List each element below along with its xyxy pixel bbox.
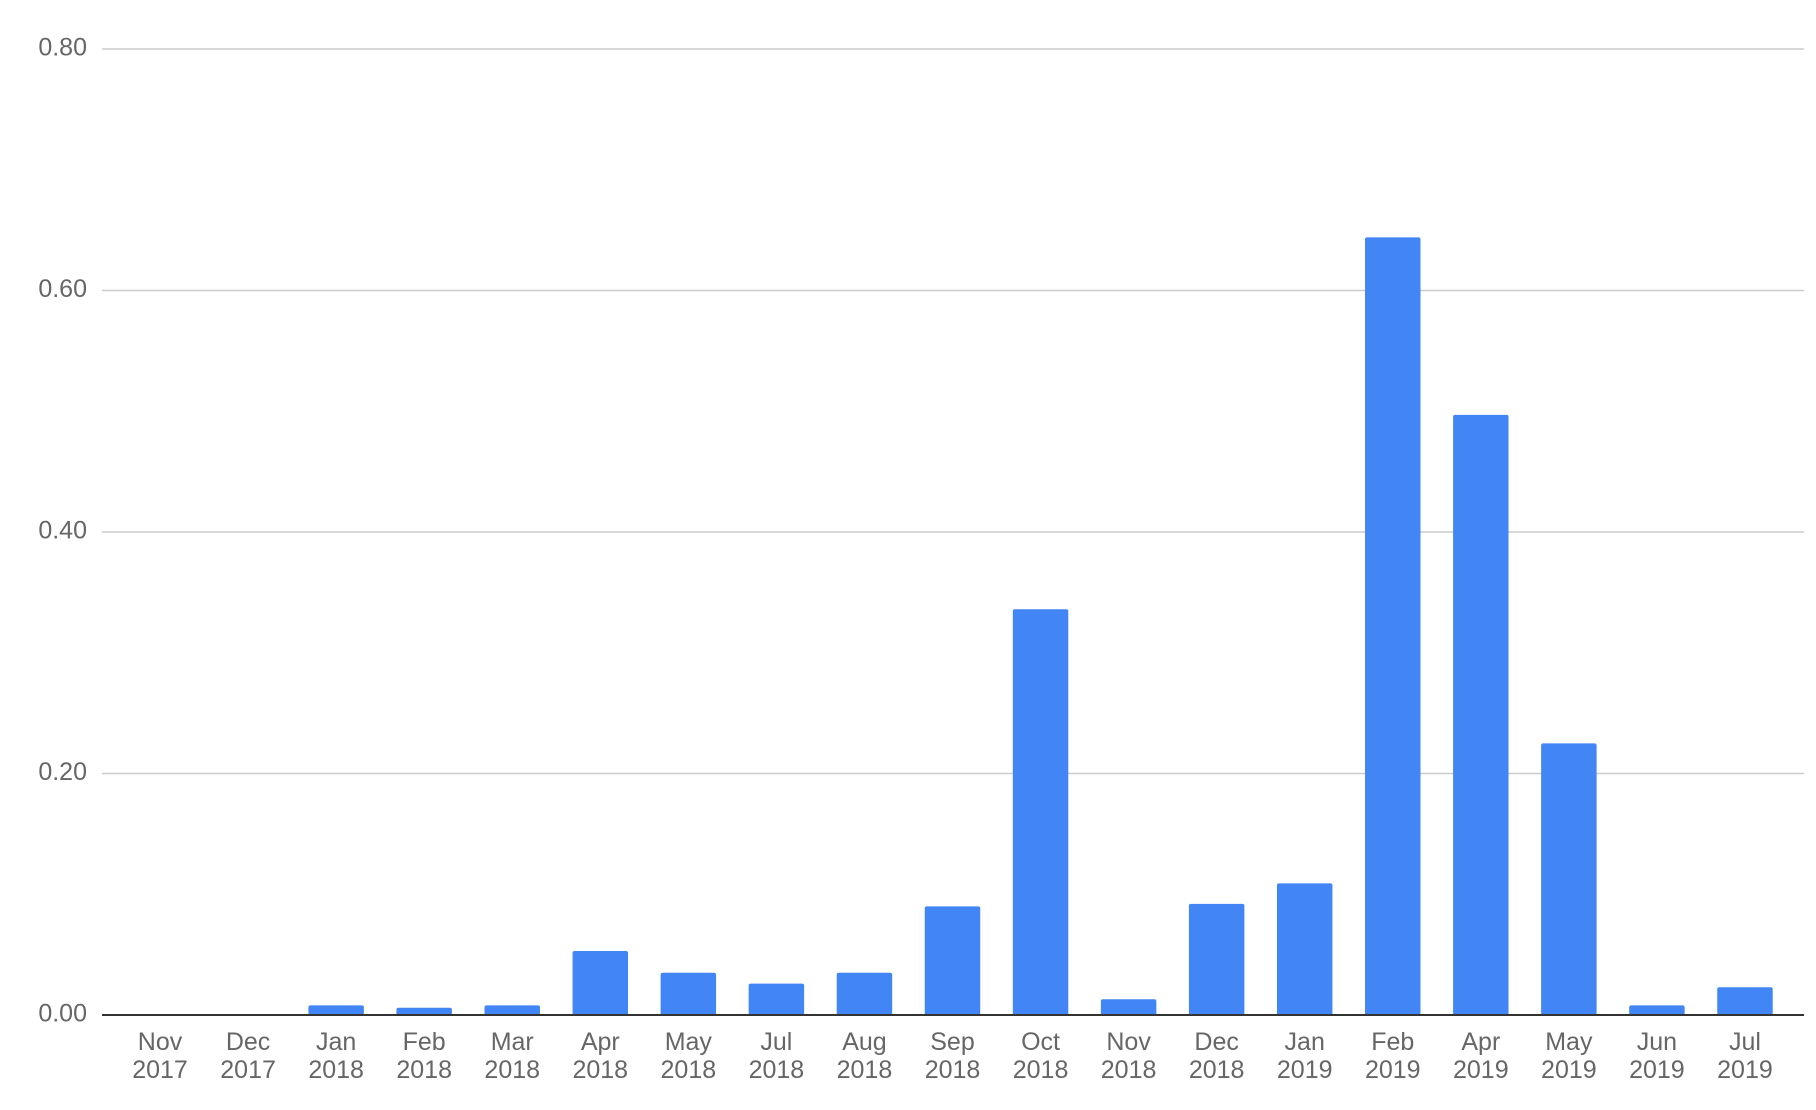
y-tick-label: 0.60 [38,275,87,303]
y-tick-label: 0.20 [38,758,87,786]
x-tick-label: May 2019 [1541,1028,1597,1084]
x-tick-label: Jan 2018 [308,1028,364,1084]
bar [396,1007,452,1015]
bar [1453,414,1509,1015]
y-tick-label: 0.80 [38,34,87,62]
bar [1365,237,1421,1015]
x-tick-label: Sep 2018 [924,1028,981,1084]
x-tick-label: Apr 2019 [1453,1028,1509,1084]
y-tick-label: 0.40 [38,517,87,545]
bar [308,1005,364,1015]
bar [1188,903,1245,1015]
x-tick-label: Dec 2018 [1188,1028,1245,1084]
x-tick-label: Jul 2018 [748,1028,805,1084]
bar [572,951,629,1015]
x-tick-label: Feb 2019 [1364,1028,1421,1084]
x-tick-label: Nov 2017 [132,1028,188,1084]
bar [1629,1005,1685,1015]
x-tick-label: Apr 2018 [572,1028,629,1084]
bar [1012,609,1069,1015]
bar [748,983,805,1015]
x-tick-label: Oct 2018 [1012,1028,1069,1084]
bar [924,906,981,1015]
bar [1100,999,1157,1015]
bar [660,972,717,1015]
bar [1541,743,1597,1015]
x-tick-label: Jan 2019 [1276,1028,1333,1084]
bar [1717,987,1773,1015]
bar [836,972,893,1015]
y-tick-label: 0.00 [38,1000,87,1028]
x-tick-label: Nov 2018 [1100,1028,1157,1084]
x-tick-label: Feb 2018 [396,1028,452,1084]
bar [1276,883,1333,1015]
x-tick-label: Jun 2019 [1629,1028,1685,1084]
x-tick-label: Dec 2017 [220,1028,276,1084]
x-tick-label: Aug 2018 [836,1028,893,1084]
bar [484,1005,540,1015]
x-tick-label: Jul 2019 [1717,1028,1773,1084]
x-tick-label: Mar 2018 [484,1028,541,1084]
x-tick-label: May 2018 [660,1028,717,1084]
